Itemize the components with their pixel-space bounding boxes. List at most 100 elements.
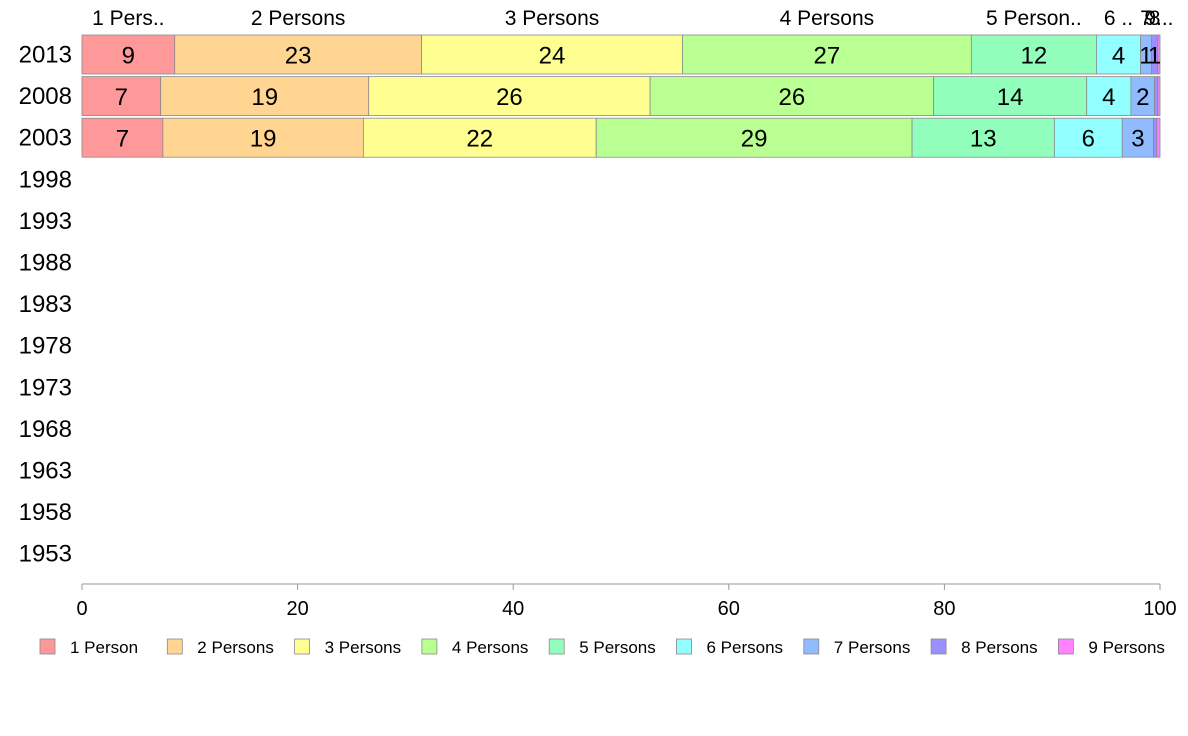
category-label: 1983	[19, 291, 72, 318]
legend-swatch	[421, 638, 438, 655]
segment-label: 1	[1148, 43, 1161, 70]
bar-segment	[1095, 34, 1141, 75]
legend-label: 9 Persons	[1088, 638, 1165, 657]
segment-label: 13	[970, 126, 997, 153]
legend-item: 3 Persons	[294, 638, 402, 657]
bar-segment	[162, 117, 364, 158]
legend-swatch	[294, 638, 311, 655]
legend-swatch	[1058, 638, 1074, 655]
segment-label: 6	[1082, 126, 1095, 153]
bar-segment	[174, 34, 422, 75]
segment-label: 4	[1112, 43, 1125, 70]
segment-label: 26	[496, 84, 523, 111]
bar-segment	[1153, 117, 1158, 158]
legend-item: 6 Persons	[676, 638, 784, 657]
legend-label: 7 Persons	[834, 638, 911, 657]
x-tick-label: 20	[286, 598, 308, 620]
legend-swatch	[930, 638, 947, 655]
segment-label: 12	[1021, 43, 1048, 70]
top-label: 1 Pers..	[92, 7, 164, 30]
bar-segment	[81, 34, 176, 75]
category-label: 2008	[19, 83, 72, 110]
bar-segment	[362, 117, 597, 158]
segment-label: 3	[1131, 126, 1144, 153]
bar-segment	[1157, 34, 1161, 75]
legend-label: 3 Persons	[325, 638, 402, 657]
segment-label: 2	[1136, 84, 1149, 111]
x-axis: 0 20 40 60 80 100	[76, 583, 1177, 620]
bar-segment	[1157, 76, 1161, 116]
legend-label: 5 Persons	[579, 638, 656, 657]
legend-item: 7 Persons	[803, 638, 911, 657]
legend-item: 8 Persons	[930, 638, 1038, 657]
bar-segment	[421, 34, 683, 75]
segment-label: 7	[116, 126, 129, 153]
bar-segment	[933, 76, 1088, 116]
bar-segment	[970, 34, 1097, 75]
bar-segment	[368, 76, 651, 116]
segment-label: 1	[1139, 43, 1152, 70]
x-tick-label: 80	[933, 598, 955, 620]
category-label: 1978	[19, 333, 72, 360]
category-label: 1968	[19, 416, 72, 443]
top-label: 6 ..	[1104, 7, 1133, 30]
segment-label: 27	[814, 43, 841, 70]
top-label: 9...	[1144, 7, 1173, 30]
top-label: 7	[1140, 7, 1152, 30]
top-labels: 1 Pers.. 2 Persons 3 Persons 4 Persons 5 Per…	[92, 7, 1173, 30]
segment-label: 29	[741, 126, 768, 153]
bars	[81, 34, 1161, 158]
legend-item: 9 Persons	[1058, 638, 1165, 657]
legend-swatch	[803, 638, 820, 655]
legend-label: 8 Persons	[961, 638, 1038, 657]
bar-segment	[1154, 76, 1159, 116]
segment-label: 26	[779, 84, 806, 111]
segment-label: 22	[466, 126, 493, 153]
segment-labels: 9 23 24 27 12 4 117 19 26 26 14 4 27 19 22 29 13 6 3	[115, 43, 1162, 153]
segment-label: 19	[250, 126, 277, 153]
top-label: 4 Persons	[780, 7, 875, 30]
top-label: 8	[1149, 7, 1161, 30]
legend-label: 2 Persons	[197, 638, 274, 657]
category-label: 2013	[19, 42, 72, 69]
category-label: 1988	[19, 250, 72, 277]
top-label: 5 Person..	[986, 7, 1082, 30]
segment-label: 7	[115, 84, 128, 111]
x-tick-label: 100	[1143, 598, 1176, 620]
bar-segment	[649, 76, 935, 116]
category-label: 1973	[19, 374, 72, 401]
category-label: 1958	[19, 499, 72, 526]
legend-item: 1 Person	[39, 638, 138, 657]
top-label: 3 Persons	[505, 7, 600, 30]
legend-item: 4 Persons	[421, 638, 529, 657]
bar-segment	[595, 117, 913, 158]
legend-label: 1 Person	[70, 638, 138, 657]
legend-item: 2 Persons	[166, 638, 274, 657]
legend-swatch	[39, 638, 56, 655]
bar-segment	[1121, 117, 1154, 158]
segment-label: 19	[251, 84, 278, 111]
category-label: 1998	[19, 166, 72, 193]
x-tick-label: 40	[502, 598, 524, 620]
segment-label: 4	[1102, 84, 1115, 111]
category-label: 1993	[19, 208, 72, 235]
legend-label: 6 Persons	[707, 638, 784, 657]
legend-item: 5 Persons	[548, 638, 656, 657]
x-tick-label: 0	[76, 598, 87, 620]
bar-segment	[682, 34, 972, 75]
segment-label: 23	[285, 43, 312, 70]
category-label: 1963	[19, 458, 72, 485]
category-label: 2003	[19, 125, 72, 152]
legend-swatch	[548, 638, 565, 655]
legend-swatch	[676, 638, 692, 655]
segment-label: 24	[539, 43, 566, 70]
bar-segment	[1156, 117, 1161, 158]
legend-label: 4 Persons	[452, 638, 529, 657]
category-label: 1953	[19, 541, 72, 568]
legend: 1 Person 2 Persons 3 Persons 4 Persons 5 Per…	[39, 638, 1165, 657]
legend-swatch	[166, 638, 183, 655]
bar-segment	[81, 76, 162, 116]
bar-segment	[81, 117, 164, 158]
category-labels: 2013 2008 2003 1998 1993 1988 1983 1978 1973 1968…	[19, 42, 72, 568]
